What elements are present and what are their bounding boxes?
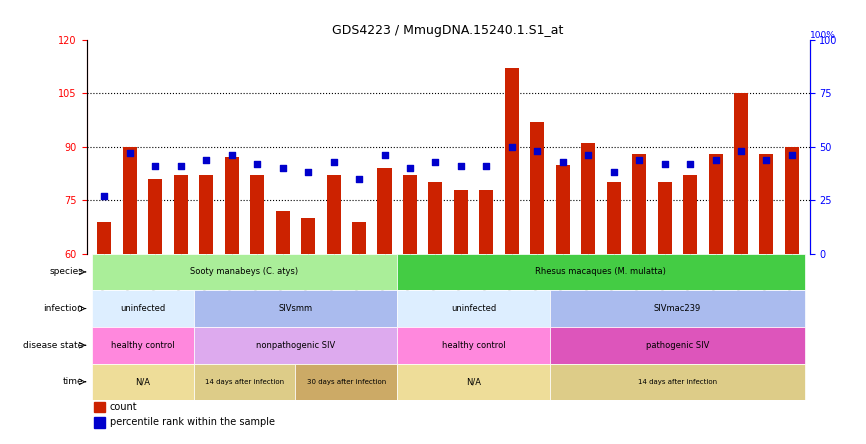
Point — [123, 150, 137, 157]
FancyBboxPatch shape — [92, 290, 193, 327]
FancyBboxPatch shape — [550, 327, 805, 364]
FancyBboxPatch shape — [92, 254, 397, 290]
Text: count: count — [110, 402, 138, 412]
FancyBboxPatch shape — [193, 364, 295, 400]
Point — [632, 156, 646, 163]
Bar — [225, 158, 239, 254]
Bar — [708, 154, 722, 254]
FancyBboxPatch shape — [92, 327, 193, 364]
Point — [326, 158, 340, 165]
Text: N/A: N/A — [135, 377, 150, 386]
Text: disease state: disease state — [23, 341, 83, 350]
FancyBboxPatch shape — [193, 290, 397, 327]
FancyBboxPatch shape — [397, 327, 550, 364]
Point — [199, 156, 213, 163]
Bar — [429, 182, 443, 254]
Point — [734, 147, 748, 155]
Bar — [174, 175, 188, 254]
Bar — [199, 175, 213, 254]
FancyBboxPatch shape — [550, 290, 805, 327]
FancyBboxPatch shape — [550, 364, 805, 400]
FancyBboxPatch shape — [193, 327, 397, 364]
FancyBboxPatch shape — [397, 364, 550, 400]
Text: SIVmac239: SIVmac239 — [654, 304, 701, 313]
Point — [250, 160, 264, 167]
Point — [225, 152, 239, 159]
Bar — [480, 190, 494, 254]
Bar — [530, 122, 544, 254]
Point — [657, 160, 671, 167]
Bar — [632, 154, 646, 254]
Text: healthy control: healthy control — [442, 341, 506, 350]
Title: GDS4223 / MmugDNA.15240.1.S1_at: GDS4223 / MmugDNA.15240.1.S1_at — [333, 24, 564, 37]
Bar — [403, 175, 417, 254]
Point — [505, 143, 519, 151]
Bar — [785, 147, 799, 254]
Text: time: time — [62, 377, 83, 386]
Text: pathogenic SIV: pathogenic SIV — [646, 341, 709, 350]
Point — [785, 152, 798, 159]
Point — [174, 163, 188, 170]
Bar — [352, 222, 366, 254]
Bar — [378, 168, 391, 254]
Bar — [94, 417, 105, 428]
Text: healthy control: healthy control — [111, 341, 174, 350]
Bar — [148, 179, 162, 254]
Point — [708, 156, 722, 163]
Point — [352, 175, 366, 182]
FancyBboxPatch shape — [92, 364, 193, 400]
Text: N/A: N/A — [466, 377, 481, 386]
Bar — [326, 175, 340, 254]
Text: 30 days after infection: 30 days after infection — [307, 379, 386, 385]
Bar — [657, 182, 671, 254]
Text: SIVsmm: SIVsmm — [278, 304, 313, 313]
FancyBboxPatch shape — [397, 290, 550, 327]
Bar — [505, 68, 519, 254]
Bar — [683, 175, 697, 254]
Text: percentile rank within the sample: percentile rank within the sample — [110, 417, 275, 428]
Point — [556, 158, 570, 165]
Text: Sooty manabeys (C. atys): Sooty manabeys (C. atys) — [191, 267, 299, 277]
Point — [581, 152, 595, 159]
Point — [378, 152, 391, 159]
Text: 100%: 100% — [810, 31, 836, 40]
Point — [683, 160, 697, 167]
Point — [301, 169, 315, 176]
FancyBboxPatch shape — [295, 364, 397, 400]
Point — [275, 165, 289, 172]
Point — [429, 158, 443, 165]
Text: 14 days after infection: 14 days after infection — [205, 379, 284, 385]
Point — [454, 163, 468, 170]
Bar — [556, 165, 570, 254]
Bar — [607, 182, 621, 254]
Bar — [250, 175, 264, 254]
Point — [759, 156, 773, 163]
Text: 14 days after infection: 14 days after infection — [637, 379, 717, 385]
Text: uninfected: uninfected — [451, 304, 496, 313]
FancyBboxPatch shape — [397, 254, 805, 290]
Point — [98, 192, 112, 199]
Bar — [301, 218, 315, 254]
Text: Rhesus macaques (M. mulatta): Rhesus macaques (M. mulatta) — [535, 267, 666, 277]
Bar — [275, 211, 289, 254]
Bar — [581, 143, 595, 254]
Bar — [97, 222, 112, 254]
Text: species: species — [49, 267, 83, 277]
Text: uninfected: uninfected — [120, 304, 165, 313]
Text: infection: infection — [43, 304, 83, 313]
Bar — [94, 402, 105, 412]
Bar — [454, 190, 468, 254]
Bar — [123, 147, 137, 254]
Bar — [734, 93, 748, 254]
Text: nonpathogenic SIV: nonpathogenic SIV — [255, 341, 335, 350]
Point — [480, 163, 494, 170]
Point — [607, 169, 621, 176]
Point — [148, 163, 162, 170]
Point — [530, 147, 544, 155]
Bar — [759, 154, 773, 254]
Point — [403, 165, 417, 172]
